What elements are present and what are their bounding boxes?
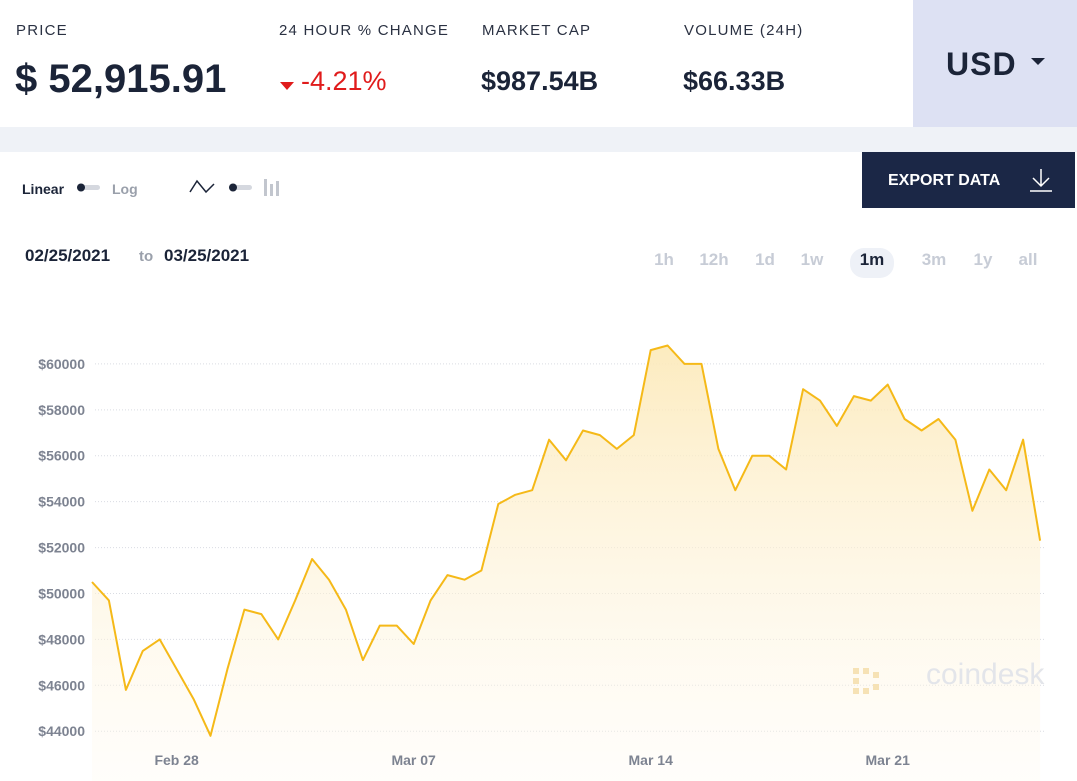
currency-selector[interactable]: USD (913, 0, 1077, 127)
download-icon (1030, 169, 1052, 192)
scale-linear[interactable]: Linear (22, 181, 65, 197)
down-arrow (280, 82, 294, 90)
scale-log[interactable]: Log (112, 181, 138, 197)
date-separator: to (139, 248, 154, 265)
stat-label: 24 HOUR % CHANGE (279, 22, 450, 39)
y-tick-label: $56000 (38, 448, 85, 464)
stat-value: $987.54B (481, 66, 599, 96)
currency-label: USD (946, 46, 1017, 82)
y-tick-label: $52000 (38, 540, 85, 556)
stat-value: -4.21% (301, 66, 387, 96)
export-button[interactable]: EXPORT DATA (862, 152, 1075, 208)
y-tick-label: $54000 (38, 494, 85, 510)
x-tick-label: Feb 28 (154, 752, 199, 768)
range-button[interactable]: 1m (850, 248, 894, 278)
y-tick-label: $50000 (38, 585, 85, 601)
export-label: EXPORT DATA (888, 172, 1001, 189)
divider-band (0, 127, 1077, 152)
x-tick-label: Mar 14 (629, 752, 674, 768)
range-button[interactable]: 3m (921, 250, 947, 269)
stat-label: MARKET CAP (482, 22, 592, 39)
y-tick-label: $60000 (38, 356, 85, 372)
range-button[interactable]: 1y (973, 250, 993, 269)
range-button[interactable]: all (1018, 250, 1038, 269)
y-tick-label: $58000 (38, 402, 85, 418)
x-tick-label: Mar 07 (391, 752, 436, 768)
watermark: coindesk (926, 658, 1045, 691)
caret (1031, 58, 1045, 65)
watermark-logo (853, 668, 879, 694)
y-tick-label: $48000 (38, 631, 85, 647)
date-to[interactable]: 03/25/2021 (164, 246, 250, 265)
y-tick-label: $46000 (38, 677, 85, 693)
scale-toggle[interactable] (76, 182, 102, 194)
stat-label: VOLUME (24H) (684, 22, 804, 39)
y-tick-label: $44000 (38, 723, 85, 739)
range-button[interactable]: 1w (800, 250, 824, 269)
price-line (91, 344, 1042, 737)
date-from[interactable]: 02/25/2021 (25, 246, 111, 265)
range-button[interactable]: 12h (699, 250, 729, 269)
range-button[interactable]: 1h (654, 250, 674, 269)
stat-value: $ 52,915.91 (15, 57, 227, 101)
range-button[interactable]: 1d (755, 250, 775, 269)
chart: Mar 21 Mar 14 Mar 07 Feb 28 $60000 $58000 $560… (38, 344, 1046, 781)
x-tick-label: Mar 21 (866, 752, 911, 768)
stat-label: PRICE (16, 22, 68, 39)
area-fill (92, 345, 1041, 781)
stat-value: $66.33B (683, 66, 786, 96)
chart-type-toggle[interactable] (188, 175, 284, 199)
